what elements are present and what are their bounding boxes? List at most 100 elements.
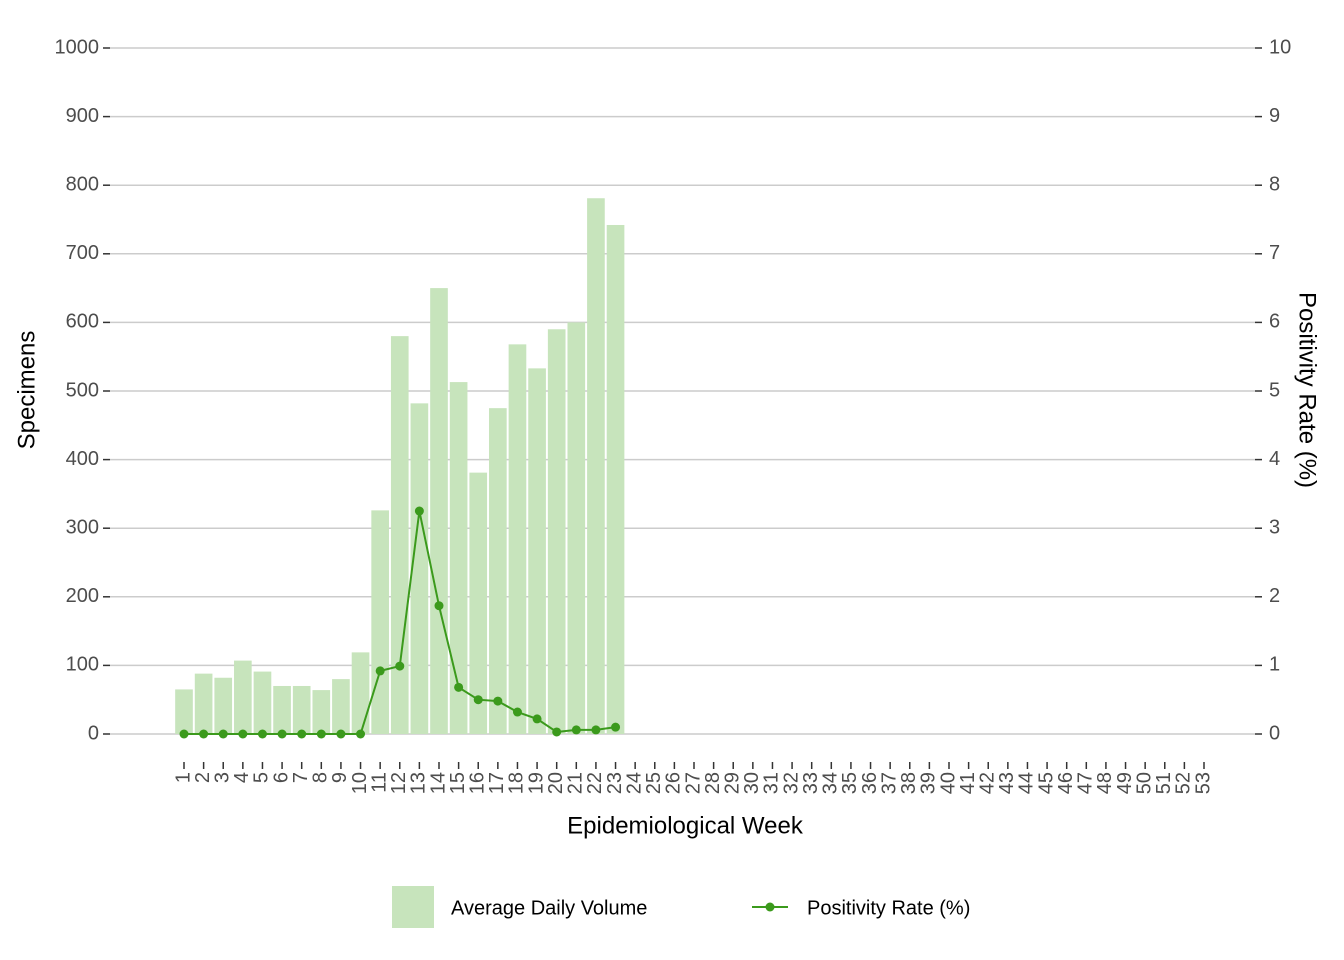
x-tick-label: 6	[270, 772, 292, 783]
x-tick-label: 28	[702, 772, 724, 794]
y2-tick-label: 9	[1269, 105, 1280, 127]
bar	[194, 673, 213, 734]
x-tick-label: 34	[820, 772, 842, 794]
x-tick-label: 16	[467, 772, 489, 794]
x-tick-label: 38	[898, 772, 920, 794]
x-tick-label: 7	[290, 772, 312, 783]
y2-tick-label: 2	[1269, 585, 1280, 607]
x-tick-label: 49	[1114, 772, 1136, 794]
x-tick-label: 31	[761, 772, 783, 794]
x-tick-label: 40	[937, 772, 959, 794]
point	[454, 682, 464, 692]
point	[316, 729, 326, 739]
x-tick-label: 48	[1094, 772, 1116, 794]
x-tick-label: 50	[1133, 772, 1155, 794]
point	[591, 725, 601, 735]
y-tick-label: 0	[88, 722, 99, 744]
point	[336, 729, 346, 739]
point	[356, 729, 366, 739]
x-tick-label: 36	[859, 772, 881, 794]
x-tick-label: 43	[996, 772, 1018, 794]
x-tick-label: 4	[231, 772, 253, 783]
bar	[410, 403, 429, 734]
y-tick-label: 100	[66, 654, 99, 676]
x-tick-label: 42	[977, 772, 999, 794]
x-tick-label: 20	[545, 772, 567, 794]
y-tick-label: 600	[66, 311, 99, 333]
y-tick-label: 300	[66, 516, 99, 538]
x-tick-label: 5	[251, 772, 273, 783]
point	[552, 727, 562, 737]
y-tick-label: 700	[66, 242, 99, 264]
x-tick-label: 44	[1016, 772, 1038, 794]
point	[493, 696, 503, 706]
x-tick-label: 11	[368, 772, 390, 793]
x-tick-label: 29	[722, 772, 744, 794]
point	[218, 729, 228, 739]
x-tick-label: 51	[1153, 772, 1175, 794]
x-tick-label: 12	[388, 772, 410, 794]
bar	[606, 224, 625, 734]
x-tick-label: 52	[1173, 772, 1195, 794]
bar	[587, 198, 605, 734]
x-tick-label: 17	[486, 772, 508, 794]
y-tick-label: 900	[66, 105, 99, 127]
x-tick-label: 35	[839, 772, 861, 794]
bar	[234, 660, 252, 734]
bar	[449, 382, 468, 734]
y-tick-label: 200	[66, 585, 99, 607]
x-tick-label: 3	[212, 772, 234, 783]
bar	[332, 679, 350, 734]
x-tick-label: 9	[329, 772, 351, 783]
x-tick-label: 21	[565, 772, 587, 794]
point	[199, 729, 209, 739]
bar	[469, 472, 488, 734]
x-tick-label: 33	[800, 772, 822, 794]
point	[434, 601, 444, 611]
point	[297, 729, 307, 739]
x-tick-label: 47	[1075, 772, 1097, 794]
y-axis-title: Specimens	[13, 331, 40, 450]
bar	[175, 689, 193, 734]
x-tick-label: 45	[1035, 772, 1057, 794]
point	[571, 725, 581, 735]
bar	[567, 322, 586, 734]
point	[473, 695, 483, 705]
legend-label: Positivity Rate (%)	[807, 897, 970, 919]
point	[238, 729, 248, 739]
bar	[292, 685, 311, 734]
x-tick-label: 22	[584, 772, 606, 794]
y-tick-label: 400	[66, 448, 99, 470]
point	[512, 707, 522, 717]
bar	[273, 685, 291, 734]
bar	[312, 690, 331, 734]
x-tick-label: 27	[682, 772, 704, 794]
point	[375, 666, 385, 676]
bar	[214, 677, 233, 734]
x-tick-label: 32	[780, 772, 802, 794]
x-tick-label: 41	[957, 772, 979, 794]
y2-tick-label: 7	[1269, 242, 1280, 264]
bar	[547, 329, 566, 734]
x-tick-label: 46	[1055, 772, 1077, 794]
x-tick-label: 10	[349, 772, 371, 794]
x-tick-label: 24	[623, 772, 645, 794]
x-tick-label: 25	[643, 772, 665, 794]
x-tick-label: 30	[741, 772, 763, 794]
x-tick-label: 15	[447, 772, 469, 794]
y2-tick-label: 5	[1269, 379, 1280, 401]
y2-axis-title: Positivity Rate (%)	[1294, 292, 1321, 488]
y2-tick-label: 8	[1269, 173, 1280, 195]
y2-tick-label: 6	[1269, 311, 1280, 333]
point	[179, 729, 189, 739]
point	[277, 729, 287, 739]
y2-tick-label: 10	[1269, 36, 1291, 58]
bar	[430, 288, 448, 734]
x-tick-label: 37	[878, 772, 900, 794]
bar	[351, 652, 370, 734]
x-axis-title: Epidemiological Week	[567, 812, 804, 839]
y-tick-label: 1000	[55, 36, 100, 58]
point	[611, 722, 621, 732]
